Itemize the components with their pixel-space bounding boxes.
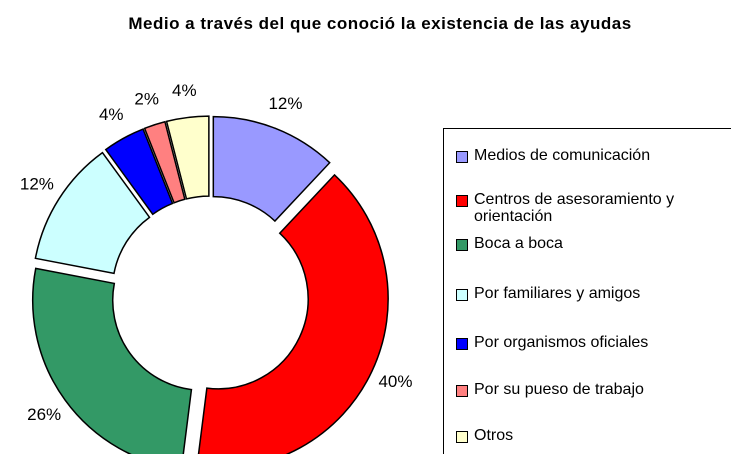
legend-item: Centros de asesoramiento y orientación xyxy=(456,191,718,225)
data-label: 12% xyxy=(20,175,54,194)
legend: Medios de comunicación Centros de asesora… xyxy=(443,128,731,454)
data-label: 40% xyxy=(378,372,412,391)
legend-item: Medios de comunicación xyxy=(456,147,718,164)
legend-label: Por familiares y amigos xyxy=(474,285,641,302)
legend-item: Por familiares y amigos xyxy=(456,285,718,302)
legend-swatch xyxy=(456,195,468,207)
legend-label: Boca a boca xyxy=(474,235,563,252)
donut-slice xyxy=(212,115,331,223)
legend-swatch xyxy=(456,385,468,397)
data-label: 26% xyxy=(27,405,61,424)
legend-item: Boca a boca xyxy=(456,235,718,252)
legend-label: Medios de comunicación xyxy=(474,147,651,164)
legend-item: Por organismos oficiales xyxy=(456,334,718,351)
donut-slice xyxy=(197,173,389,454)
legend-item: Por su pueso de trabajo xyxy=(456,381,718,398)
chart-title: Medio a través del que conoció la existe… xyxy=(128,14,632,33)
legend-swatch xyxy=(456,338,468,350)
donut-slice xyxy=(165,115,210,200)
data-label: 2% xyxy=(134,90,159,109)
data-label: 4% xyxy=(99,105,124,124)
legend-swatch xyxy=(456,431,468,443)
legend-label: Otros xyxy=(474,427,514,444)
legend-item: Otros xyxy=(456,427,718,444)
donut-slice xyxy=(143,120,186,204)
legend-swatch xyxy=(456,289,468,301)
donut-slice xyxy=(31,267,193,454)
data-label: 12% xyxy=(268,94,302,113)
data-label: 4% xyxy=(172,81,197,100)
legend-swatch xyxy=(456,239,468,251)
legend-label: Por su pueso de trabajo xyxy=(474,381,644,398)
legend-label: Por organismos oficiales xyxy=(474,334,649,351)
legend-swatch xyxy=(456,151,468,163)
donut-slice xyxy=(34,151,151,275)
legend-label: Centros de asesoramiento y orientación xyxy=(474,191,675,225)
donut-slice xyxy=(104,128,174,216)
